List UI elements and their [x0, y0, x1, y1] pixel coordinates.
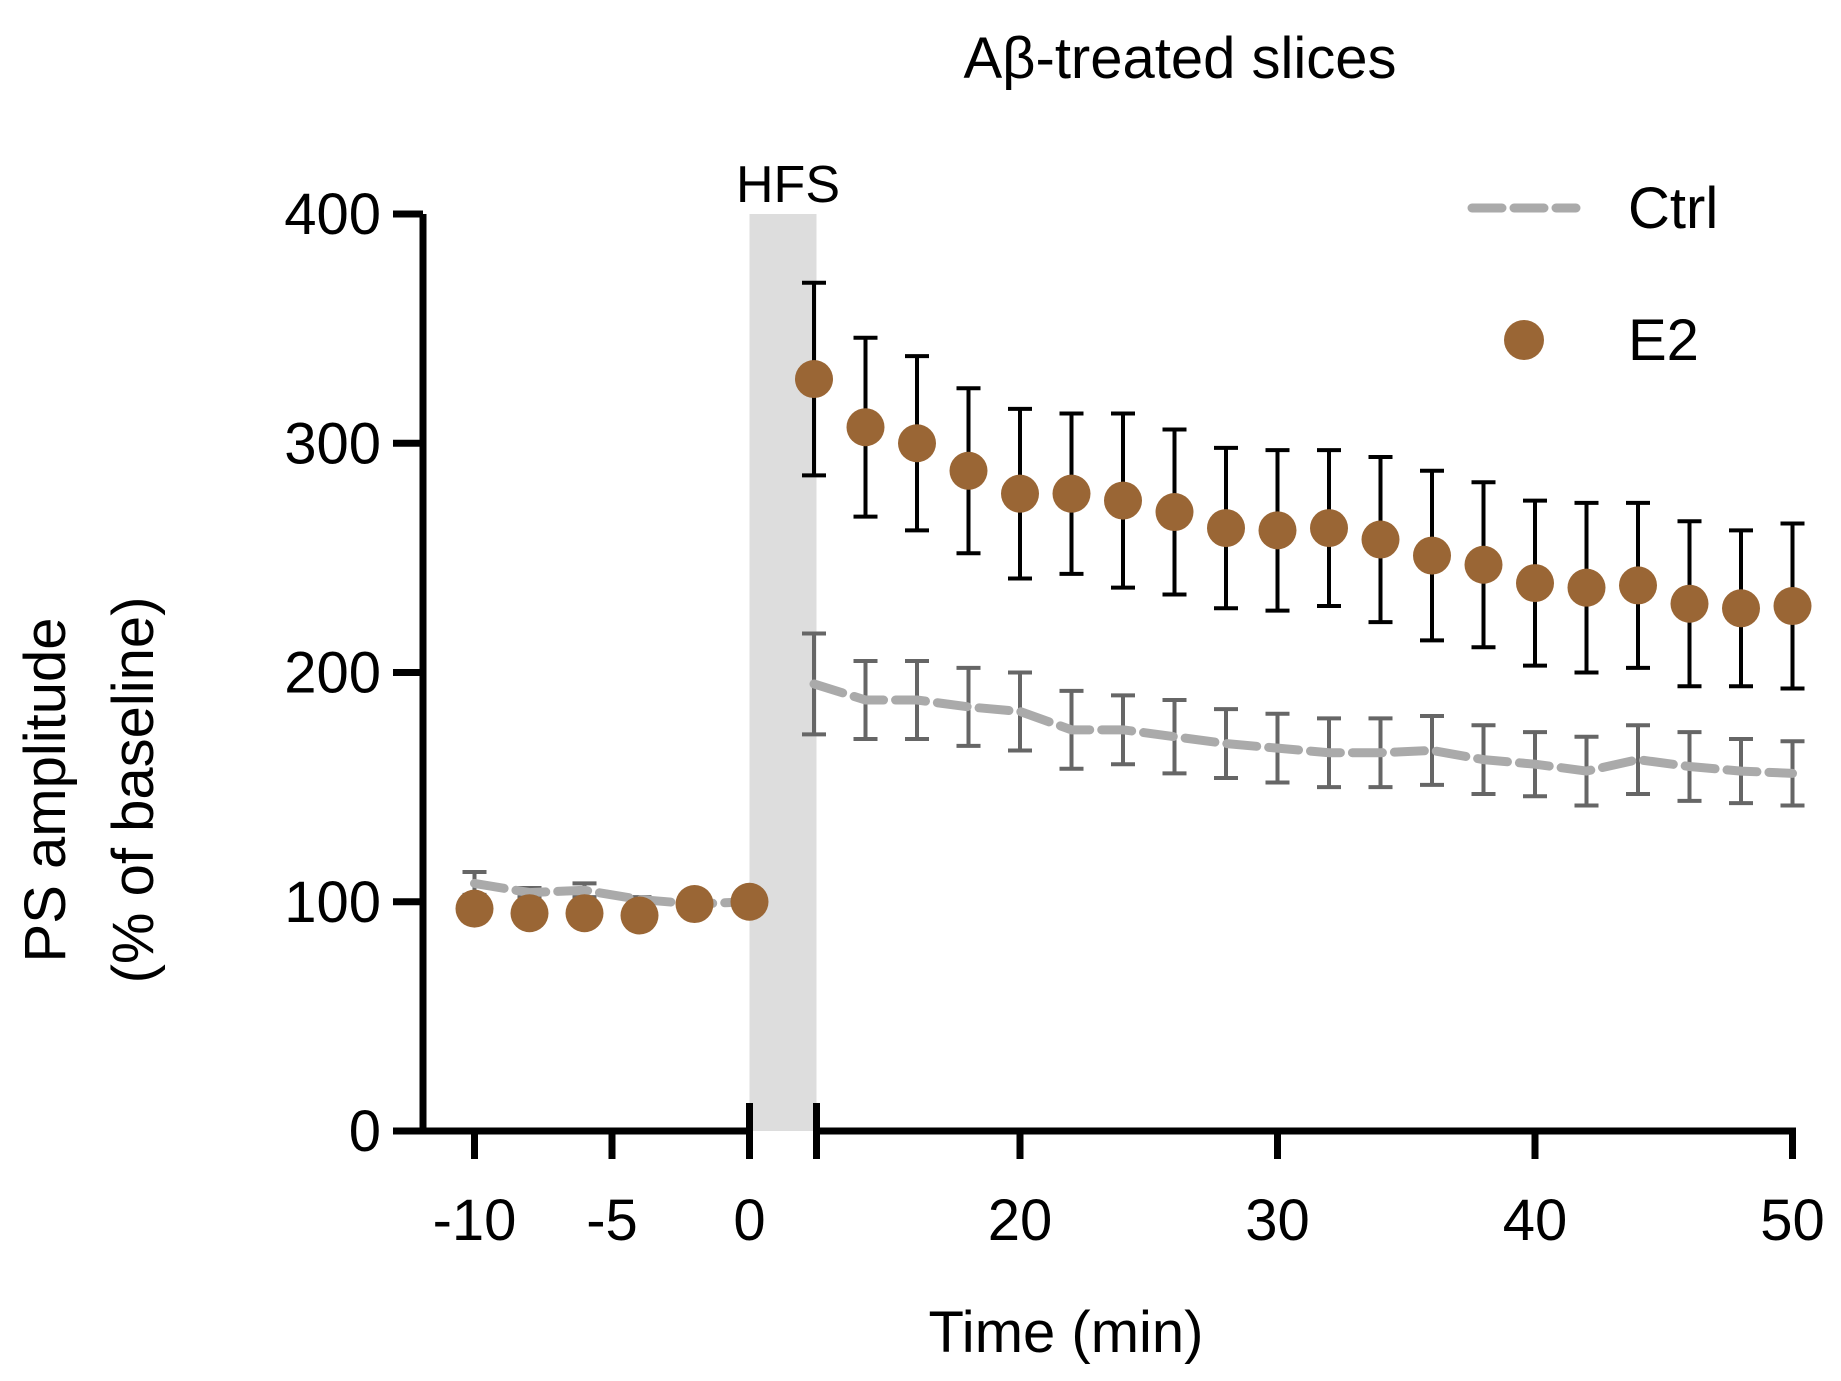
legend-ctrl-label: Ctrl [1628, 176, 1718, 241]
x-tick-label: -5 [586, 1188, 638, 1253]
x-tick-label: 20 [988, 1188, 1053, 1253]
e2-point [510, 894, 549, 933]
y-tick-label: 300 [284, 411, 381, 476]
x-tick-label: -10 [433, 1188, 517, 1253]
y-axis-title-line1: PS amplitude [13, 618, 78, 963]
e2-point [1361, 520, 1400, 559]
e2-point [1773, 587, 1812, 626]
e2-point [1104, 481, 1142, 520]
e2-point [1567, 568, 1606, 607]
y-tick-label: 400 [284, 182, 381, 247]
e2-point [1207, 509, 1245, 548]
e2-point [795, 360, 833, 399]
e2-point [1001, 474, 1039, 513]
chart-title: Aβ-treated slices [963, 26, 1396, 91]
e2-point [1464, 545, 1503, 584]
y-tick-label: 100 [284, 870, 381, 935]
hfs-label: HFS [736, 156, 840, 214]
e2-point [565, 894, 604, 933]
e2-point [1619, 566, 1657, 605]
y-axis-title-line2: (% of baseline) [101, 597, 166, 984]
e2-point [949, 451, 988, 490]
e2-point [1155, 493, 1194, 532]
x-tick-label: 30 [1245, 1188, 1310, 1253]
x-tick-label: 40 [1503, 1188, 1568, 1253]
legend: Ctrl E2 [1467, 176, 1718, 373]
x-tick-label: 50 [1760, 1188, 1825, 1253]
y-tick-label: 200 [284, 641, 381, 706]
e2-point [730, 882, 769, 921]
e2-point [1052, 474, 1091, 513]
ctrl-series-line-post [809, 679, 1797, 778]
e2-point [455, 889, 494, 928]
e2-point [898, 424, 936, 463]
e2-point [620, 896, 659, 935]
y-tick-label: 0 [349, 1099, 381, 1164]
hfs-band [749, 214, 817, 1131]
x-axis-title: Time (min) [929, 1300, 1204, 1365]
legend-e2-label: E2 [1628, 308, 1699, 373]
e2-point [1413, 536, 1451, 575]
x-tick-label: 0 [733, 1188, 765, 1253]
e2-point [675, 885, 714, 924]
e2-point [1722, 589, 1760, 628]
e2-point [846, 408, 885, 447]
legend-e2-marker [1504, 320, 1544, 360]
e2-point [1670, 584, 1709, 623]
e2-point [1516, 564, 1554, 603]
e2-point [1310, 509, 1348, 548]
e2-point [1258, 511, 1297, 550]
